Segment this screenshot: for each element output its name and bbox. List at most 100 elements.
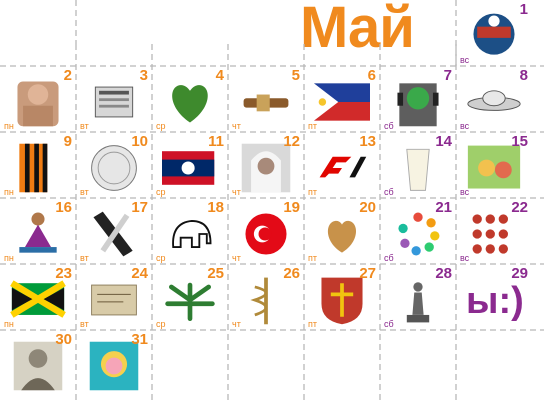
weekday-label: сб	[384, 187, 394, 197]
turkey-badge-icon	[245, 213, 287, 255]
day-number: 18	[207, 199, 224, 216]
day-cell-9: 9 пн	[0, 132, 76, 198]
badge-icon	[473, 13, 515, 55]
weekday-label: вт	[80, 187, 89, 197]
headphones-man-icon	[397, 83, 439, 127]
weekday-label: пт	[308, 253, 317, 263]
day-number: 24	[131, 265, 148, 282]
engraving-portrait-icon	[13, 341, 63, 391]
day-cell-27: 27 пт	[304, 264, 380, 330]
weekday-label: пт	[308, 121, 317, 131]
weekday-label: пт	[308, 319, 317, 329]
day-cell-29: ы:) 29	[456, 264, 532, 330]
f1-logo-icon	[319, 156, 367, 178]
day-number: 2	[63, 67, 72, 84]
weekday-label: вс	[460, 187, 470, 197]
weekday-label: чт	[232, 319, 241, 329]
month-title: Май	[300, 0, 415, 60]
day-number: 22	[511, 199, 528, 216]
day-number: 25	[207, 265, 224, 282]
day-cell-10: 10 вт	[76, 132, 152, 198]
day-number: 4	[215, 67, 224, 84]
day-number: 3	[139, 67, 148, 84]
color-dots-icon	[398, 212, 440, 256]
weekday-label: вс	[460, 55, 470, 65]
weekday-label: вт	[80, 121, 89, 131]
day-number: 1	[519, 1, 528, 18]
day-number: 14	[435, 133, 452, 150]
day-number: 21	[435, 199, 452, 216]
weekday-label: вт	[80, 319, 89, 329]
weekday-label: пт	[308, 187, 317, 197]
laos-flag-icon	[162, 151, 215, 185]
day-cell-28: 28 сб	[380, 264, 456, 330]
cartoon-icon	[467, 145, 521, 189]
day-cell-31: 31	[76, 330, 152, 396]
day-number: 6	[367, 67, 376, 84]
day-cell-6: 6 пт	[304, 66, 380, 132]
coin-icon	[91, 145, 137, 191]
day-cell-22: 22 вс	[456, 198, 532, 264]
mammoth-icon	[172, 219, 212, 248]
caduceus-icon	[250, 277, 268, 325]
weekday-label: чт	[232, 253, 241, 263]
day-cell-24: 24 вт	[76, 264, 152, 330]
weekday-label: сб	[384, 121, 394, 131]
day-number: 13	[359, 133, 376, 150]
day-number: 17	[131, 199, 148, 216]
wooden-tool-icon	[243, 94, 289, 112]
day-cell-14: 14 сб	[380, 132, 456, 198]
dancer-icon	[19, 212, 57, 253]
weekday-label: вт	[80, 253, 89, 263]
day-number: 9	[63, 133, 72, 150]
weekday-label: чт	[232, 121, 241, 131]
day-number: 31	[131, 331, 148, 348]
postage-icon	[91, 284, 137, 316]
philippines-flag-icon	[314, 83, 370, 121]
day-number: 16	[55, 199, 72, 216]
weekday-label: пн	[4, 253, 14, 263]
day-cell-5: 5 чт	[228, 66, 304, 132]
day-cell-7: 7 сб	[380, 66, 456, 132]
weekday-label: чт	[232, 187, 241, 197]
day-number: 26	[283, 265, 300, 282]
day-number: 10	[131, 133, 148, 150]
day-number: 7	[443, 67, 452, 84]
day-cell-17: 17 вт	[76, 198, 152, 264]
day-number: 19	[283, 199, 300, 216]
newspapers-icon	[94, 86, 134, 118]
day-number: 28	[435, 265, 452, 282]
day-cell-21: 21 сб	[380, 198, 456, 264]
day-number: 11	[208, 133, 224, 150]
weekday-label: ср	[156, 253, 166, 263]
day-cell-16: 16 пн	[0, 198, 76, 264]
day-cell-23: 23 пн	[0, 264, 76, 330]
weekday-label: ср	[156, 121, 166, 131]
weekday-label: сб	[384, 253, 394, 263]
statue-icon	[406, 282, 430, 323]
nurse-portrait-icon	[241, 143, 291, 193]
day-cell-1: 1 вс	[456, 0, 532, 66]
day-cell-20: 20 пт	[304, 198, 380, 264]
day-cell-25: 25 ср	[152, 264, 228, 330]
day-number: 27	[359, 265, 376, 282]
day-cell-18: 18 ср	[152, 198, 228, 264]
day-cell-2: 2 пн	[0, 66, 76, 132]
jamaica-flag-icon	[10, 280, 66, 318]
pop-art-portrait-icon	[89, 341, 139, 391]
day-cell-13: 13 пт	[304, 132, 380, 198]
day-cell-12: 12 чт	[228, 132, 304, 198]
day-number: 20	[359, 199, 376, 216]
day-number: 30	[55, 331, 72, 348]
day-cell-30: 30	[0, 330, 76, 396]
day-number: 12	[283, 133, 300, 150]
day-cell-26: 26 чт	[228, 264, 304, 330]
leaf-heart-icon	[172, 85, 208, 123]
day-number: 8	[519, 67, 528, 84]
day-cell-15: 15 вс	[456, 132, 532, 198]
day-number: 5	[291, 67, 300, 84]
weekday-label: вс	[460, 121, 470, 131]
day-cell-11: 11 ср	[152, 132, 228, 198]
